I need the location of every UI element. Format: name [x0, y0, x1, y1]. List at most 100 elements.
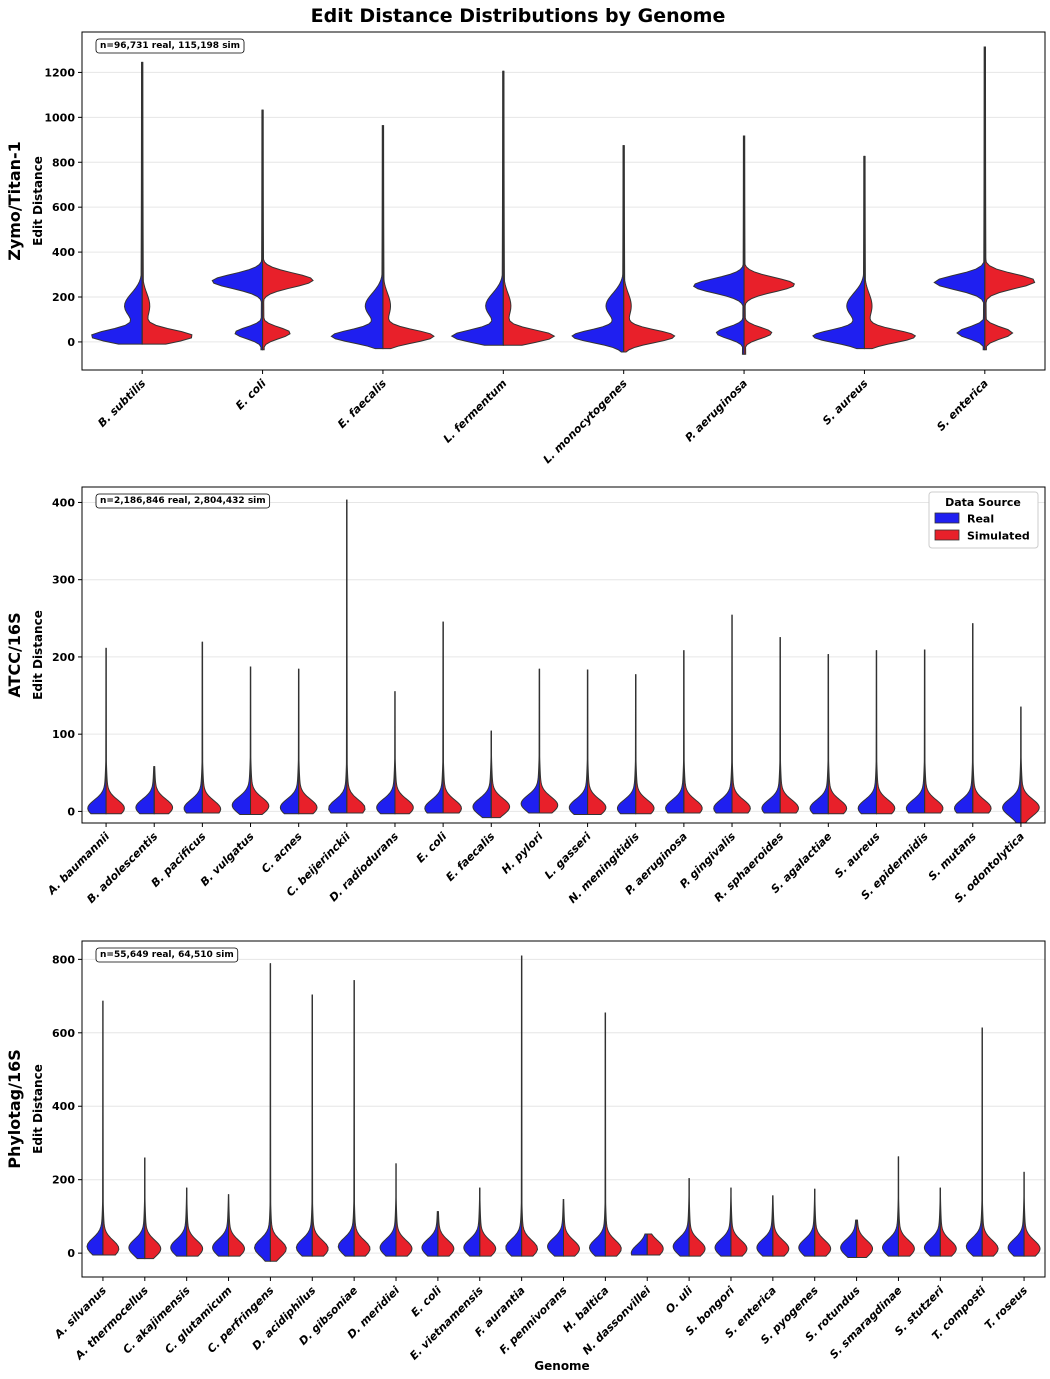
violin-half-simulated — [731, 614, 751, 814]
violin-s-stutzeri — [923, 1187, 957, 1257]
violin-s-pyogenes — [798, 1188, 832, 1257]
violin-half-simulated — [779, 637, 799, 814]
violin-a-silvanus — [86, 1000, 120, 1256]
violin-half-real — [568, 669, 589, 816]
violin-half-simulated — [897, 1156, 915, 1257]
annotation-box — [95, 38, 245, 54]
panel-zymo-titan-1: 0 200 400 600 800 1000 1200 B. subtilis E. coli E… — [5, 31, 1046, 466]
violin-half-real — [231, 666, 252, 816]
legend-title: Data Source — [945, 496, 1021, 509]
violin-half-real — [692, 135, 745, 355]
violin-s-aureus — [812, 155, 917, 350]
violin-half-real — [857, 650, 877, 815]
violin-half-simulated — [924, 649, 944, 814]
violin-c-beijerinckii — [328, 499, 366, 814]
x-axis-label: Genome — [534, 1359, 589, 1373]
violin-half-simulated — [646, 1233, 664, 1256]
violin-l-monocytogenes — [571, 145, 676, 353]
violin-half-real — [330, 125, 384, 350]
violin-b-pacificus — [183, 641, 222, 814]
y-tick-label: 100 — [52, 728, 75, 741]
violin-t-roseus — [1007, 1171, 1041, 1257]
y-axis-label: Edit Distance — [31, 610, 45, 700]
violin-s-enterica — [756, 1195, 790, 1257]
sample-count-annotation: n=96,731 real, 115,198 sim — [100, 41, 240, 51]
violin-half-simulated — [972, 623, 992, 814]
violin-half-simulated — [981, 1027, 999, 1257]
violin-e-vietnamensis — [463, 1187, 497, 1257]
violin-half-real — [376, 691, 396, 815]
x-tick-label: B. subtilis — [95, 377, 148, 430]
y-tick-label: 800 — [52, 156, 75, 169]
violin-half-simulated — [683, 650, 703, 814]
violin-s-bongori — [714, 1187, 748, 1257]
violin-half-real — [253, 963, 271, 1262]
violin-half-real — [421, 1211, 439, 1257]
plot-frame — [81, 31, 1046, 371]
violin-half-real — [714, 1187, 732, 1257]
x-tick-label: C. acnes — [259, 830, 305, 876]
x-tick-label: S. mutans — [926, 830, 980, 884]
violin-half-simulated — [1020, 706, 1040, 824]
violin-half-real — [953, 623, 974, 814]
annotation-box — [95, 947, 239, 963]
violin-r-sphaeroides — [761, 637, 799, 814]
y-tick-label: 0 — [67, 336, 75, 349]
violin-a-baumannii — [87, 647, 125, 815]
x-tick-label: E. coli — [409, 1284, 445, 1320]
violin-l-gasseri — [568, 669, 607, 816]
x-tick-label: O. uli — [663, 1284, 695, 1316]
violin-p-aeruginosa — [665, 650, 703, 814]
violin-half-real — [91, 61, 143, 345]
violin-half-real — [761, 637, 781, 814]
violin-d-meridiei — [379, 1163, 413, 1257]
violin-half-real — [128, 1157, 146, 1260]
panel-title: Phylotag/16S — [5, 1049, 24, 1169]
violin-h-baltica — [588, 1012, 622, 1257]
x-tick-label: L. monocytogenes — [541, 377, 630, 466]
violin-half-simulated — [262, 109, 314, 351]
violin-half-real — [450, 70, 504, 346]
violin-half-real — [665, 650, 685, 814]
violin-half-real — [520, 668, 540, 814]
panel-title: Zymo/Titan-1 — [5, 141, 24, 261]
y-tick-label: 400 — [52, 246, 75, 259]
violin-half-real — [798, 1188, 816, 1257]
legend-swatch-simulated — [934, 529, 960, 541]
x-tick-label: A. thermocellus — [72, 1284, 151, 1363]
violin-half-real — [840, 1219, 858, 1259]
violin-half-simulated — [538, 668, 559, 814]
violin-half-simulated — [201, 641, 222, 814]
violin-half-real — [965, 1027, 983, 1257]
x-tick-label: L. fermentum — [441, 377, 510, 446]
violin-half-real — [756, 1195, 774, 1257]
x-tick-label: S. aureus — [820, 377, 871, 428]
violin-n-dassonvillei — [630, 1233, 664, 1256]
x-tick-label: T. roseus — [982, 1284, 1030, 1332]
y-tick-label: 400 — [52, 1100, 75, 1113]
y-axis-label: Edit Distance — [31, 156, 45, 246]
violin-e-coli — [421, 1211, 455, 1257]
legend-label-real: Real — [967, 513, 994, 526]
x-tick-label: S. smaragdinae — [827, 1284, 905, 1362]
y-tick-label: 200 — [52, 651, 75, 664]
x-tick-label: S. aureus — [832, 830, 883, 881]
y-tick-label: 1000 — [44, 111, 75, 124]
violin-half-simulated — [141, 61, 193, 345]
violin-half-real — [933, 46, 986, 351]
violin-half-real — [87, 647, 107, 815]
violin-c-acnes — [279, 668, 318, 815]
violin-half-simulated — [437, 1211, 455, 1257]
violin-half-simulated — [814, 1188, 832, 1257]
legend: Data Source Real Simulated — [928, 491, 1039, 549]
violin-half-real — [588, 1012, 606, 1257]
y-tick-label: 0 — [67, 805, 75, 818]
violin-half-real — [472, 730, 492, 819]
violin-s-aureus — [857, 650, 896, 815]
violin-p-aeruginosa — [692, 135, 796, 355]
y-tick-label: 200 — [52, 291, 75, 304]
violin-half-real — [86, 1000, 104, 1256]
x-tick-label: E. faecalis — [335, 377, 389, 431]
